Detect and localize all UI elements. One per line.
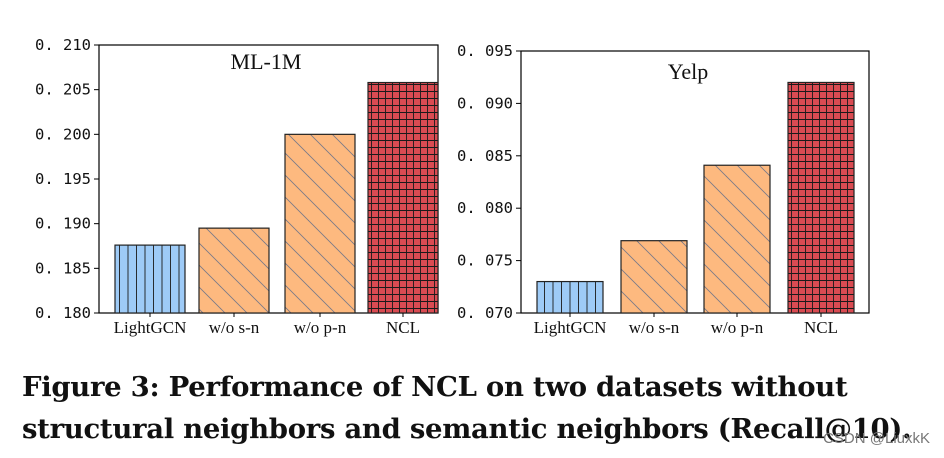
ml-1m-bar-hatch-ncl bbox=[368, 82, 438, 314]
ml-1m-y-tick-label: 0. 205 bbox=[35, 81, 91, 99]
ml-1m-bar-ncl bbox=[367, 81, 439, 314]
ml-1m-y-tick-label: 0. 185 bbox=[35, 259, 91, 277]
ml-1m-y-tick-label: 0. 210 bbox=[35, 36, 91, 54]
ml-1m-x-tick-label-w-o-s-n: w/o s-n bbox=[209, 318, 260, 337]
chart-yelp: Yelp 0. 070 0. 075 0. 080 0. 085 0. 090 0. 09… bbox=[457, 42, 870, 337]
yelp-y-tick-label: 0. 095 bbox=[457, 42, 513, 60]
yelp-bar-hatch-lightgcn bbox=[537, 281, 603, 313]
yelp-bar-ncl bbox=[787, 81, 855, 314]
ml-1m-y-tick-label: 0. 180 bbox=[35, 304, 91, 322]
yelp-bar-w-o-s-n bbox=[620, 240, 688, 314]
yelp-bar-hatch-w-o-p-n bbox=[704, 165, 770, 313]
ml-1m-y-tick-label: 0. 200 bbox=[35, 125, 91, 143]
yelp-x-tick-label-w-o-s-n: w/o s-n bbox=[629, 318, 680, 337]
yelp-x-tick-label-w-o-p-n: w/o p-n bbox=[711, 318, 764, 337]
figure-caption: Figure 3: Performance of NCL on two data… bbox=[22, 371, 912, 445]
chart-title-yelp: Yelp bbox=[668, 59, 709, 84]
yelp-y-tick-label: 0. 070 bbox=[457, 304, 513, 322]
ml-1m-y-tick-label: 0. 195 bbox=[35, 170, 91, 188]
yelp-bar-w-o-p-n bbox=[703, 164, 771, 314]
ml-1m-x-tick-label-w-o-p-n: w/o p-n bbox=[294, 318, 347, 337]
ml-1m-y-tick-label: 0. 190 bbox=[35, 215, 91, 233]
ml-1m-bar-lightgcn bbox=[114, 244, 186, 314]
yelp-x-tick-label-lightgcn: LightGCN bbox=[534, 318, 607, 337]
yelp-x-tick-label-ncl: NCL bbox=[804, 318, 838, 337]
ml-1m-bar-w-o-s-n bbox=[198, 227, 270, 314]
ml-1m-bar-hatch-w-o-p-n bbox=[285, 134, 355, 313]
yelp-y-tick-label: 0. 090 bbox=[457, 94, 513, 112]
yelp-y-tick-label: 0. 080 bbox=[457, 199, 513, 217]
ml-1m-bar-w-o-p-n bbox=[284, 133, 356, 314]
yelp-bar-lightgcn bbox=[536, 280, 604, 314]
chart-title-ml-1m: ML-1M bbox=[231, 49, 302, 74]
yelp-y-tick-label: 0. 085 bbox=[457, 147, 513, 165]
ml-1m-bar-hatch-w-o-s-n bbox=[199, 228, 269, 313]
yelp-plot-frame bbox=[520, 50, 870, 314]
ml-1m-bar-hatch-lightgcn bbox=[115, 245, 185, 313]
yelp-bar-hatch-w-o-s-n bbox=[621, 240, 687, 313]
yelp-bar-hatch-ncl bbox=[788, 82, 854, 313]
ml-1m-x-tick-label-lightgcn: LightGCN bbox=[114, 318, 187, 337]
watermark: CSDN @LiuxkK bbox=[823, 430, 930, 447]
yelp-y-tick-label: 0. 075 bbox=[457, 252, 513, 270]
chart-ml-1m: ML-1M 0. 180 0. 185 0. 190 0. 195 0. 200 0. 2… bbox=[35, 36, 439, 337]
ml-1m-x-tick-label-ncl: NCL bbox=[386, 318, 420, 337]
